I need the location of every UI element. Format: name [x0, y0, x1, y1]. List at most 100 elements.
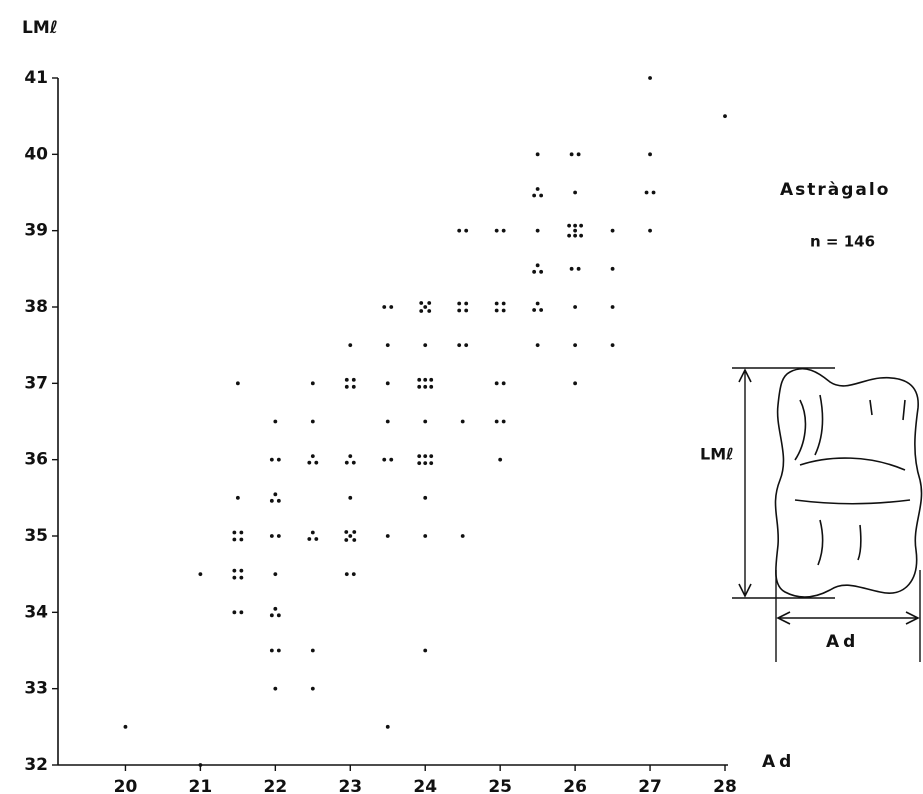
point-cluster	[307, 454, 319, 465]
dot	[385, 724, 390, 729]
dot	[417, 384, 422, 389]
inset-drawing	[732, 367, 923, 662]
dot	[344, 530, 349, 534]
dot	[535, 343, 540, 348]
dot	[276, 457, 281, 462]
y-tick-label: 33	[24, 679, 48, 699]
dot	[576, 152, 581, 157]
x-tick-label: 27	[638, 777, 662, 794]
dot	[273, 606, 278, 611]
x-tick-label: 22	[264, 777, 288, 794]
point-cluster	[532, 301, 544, 312]
dot	[310, 686, 315, 691]
point-cluster	[535, 228, 540, 233]
point-cluster	[573, 343, 578, 348]
point-cluster	[569, 266, 581, 271]
dot	[648, 76, 652, 80]
dot	[573, 223, 578, 228]
point-cluster	[269, 457, 281, 462]
dot	[610, 343, 615, 348]
point-cluster	[344, 572, 356, 577]
dot	[464, 228, 469, 233]
dot	[501, 228, 506, 233]
y-tick-label: 39	[24, 221, 48, 241]
inset-arrow	[776, 611, 920, 625]
dot	[419, 309, 424, 313]
point-cluster	[269, 648, 281, 653]
dot	[385, 534, 390, 538]
point-cluster	[348, 343, 353, 348]
dot	[576, 266, 581, 271]
dot	[423, 454, 428, 459]
dot	[532, 193, 537, 198]
dot	[239, 530, 244, 535]
point-cluster	[417, 377, 434, 389]
bone-detail	[794, 394, 911, 566]
x-tick-label: 25	[488, 777, 512, 794]
dot	[429, 461, 434, 466]
dot	[535, 152, 540, 157]
point-cluster	[310, 648, 315, 653]
dot	[273, 492, 278, 497]
dot	[423, 419, 428, 424]
dot	[423, 384, 428, 389]
dot	[573, 343, 578, 348]
dot	[235, 381, 240, 386]
annotation: Astràgalo	[780, 180, 890, 200]
dot	[573, 381, 578, 386]
x-tick-label: 28	[713, 777, 737, 794]
dot	[579, 233, 584, 238]
dot	[276, 534, 281, 538]
point-cluster	[457, 228, 469, 233]
dot	[573, 305, 578, 309]
dot	[348, 534, 353, 538]
point-cluster	[648, 228, 652, 233]
y-tick-label: 35	[24, 526, 48, 546]
dot	[269, 498, 274, 503]
x-tick-label: 23	[338, 777, 362, 794]
dot	[423, 343, 428, 348]
point-cluster	[232, 568, 244, 580]
point-cluster	[573, 381, 578, 386]
dot	[457, 308, 462, 313]
inset-arrow	[738, 368, 752, 598]
dot	[276, 648, 281, 653]
point-cluster	[423, 534, 428, 538]
dot	[417, 454, 422, 459]
dot	[419, 301, 424, 305]
y-tick-label: 37	[24, 373, 48, 393]
dot	[501, 301, 506, 306]
dot	[310, 419, 315, 424]
dot	[494, 228, 499, 233]
dot	[423, 377, 428, 382]
dot	[723, 114, 727, 119]
dot	[535, 228, 540, 233]
x-tick-label: 20	[114, 777, 138, 794]
dot	[429, 384, 434, 389]
dot	[501, 419, 506, 424]
dot	[427, 309, 432, 313]
y-tick-label: 34	[24, 602, 48, 622]
y-tick-label: 41	[24, 68, 48, 88]
point-cluster	[648, 76, 652, 80]
point-cluster	[460, 534, 465, 538]
point-cluster	[307, 530, 319, 541]
point-cluster	[610, 266, 615, 271]
dot	[464, 343, 469, 348]
dot	[429, 377, 434, 382]
point-cluster	[423, 495, 428, 500]
dot	[539, 269, 544, 274]
y-tick-label: 38	[24, 297, 48, 317]
dot	[269, 613, 274, 618]
point-cluster	[573, 190, 578, 195]
point-cluster	[269, 606, 281, 618]
point-cluster	[344, 377, 356, 389]
dot	[351, 377, 356, 382]
dot	[351, 572, 356, 577]
dot	[344, 384, 349, 389]
dot	[239, 537, 244, 542]
point-cluster	[198, 572, 203, 577]
dot	[532, 269, 537, 274]
y-axis-label: LMℓ	[22, 18, 58, 38]
